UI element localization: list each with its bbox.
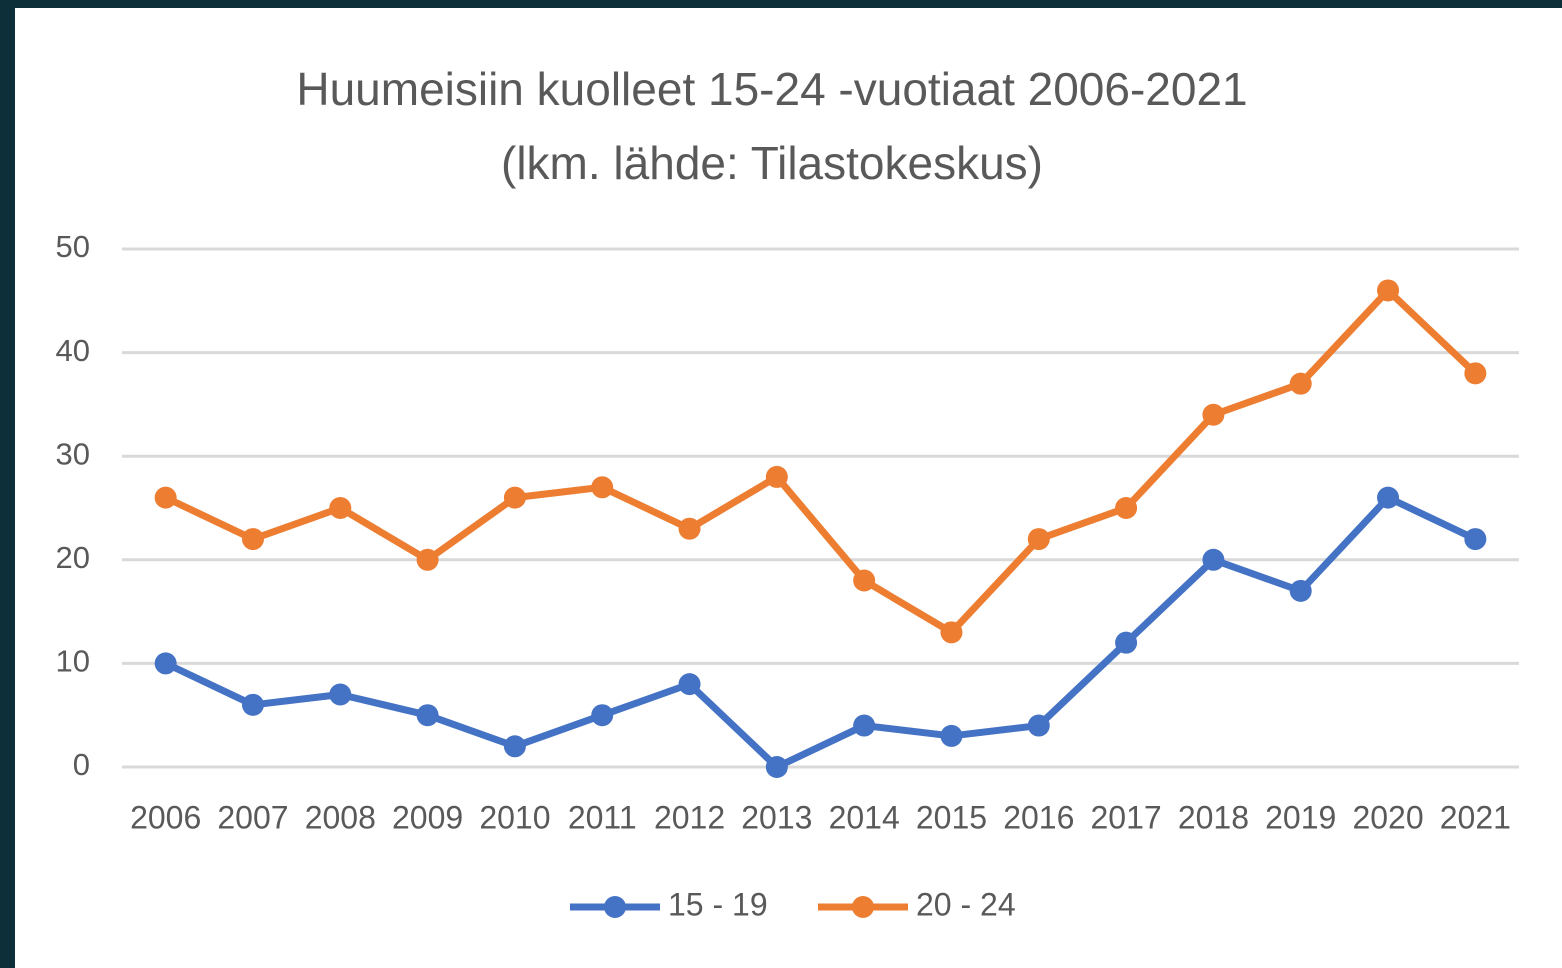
legend-label: 20 - 24 [916,886,1016,922]
x-tick-label: 2011 [568,799,637,835]
data-point [853,714,876,737]
data-point [1202,548,1225,571]
data-point [1289,579,1312,602]
data-point [1115,497,1138,519]
data-point [241,693,264,716]
x-tick-label: 2016 [1003,799,1074,835]
x-tick-label: 2018 [1178,799,1249,835]
x-tick-label: 2012 [654,799,725,835]
data-point [329,497,352,519]
data-point [416,704,439,727]
data-point [154,652,177,675]
data-point [241,528,264,551]
data-point [940,724,963,747]
data-point [1289,372,1312,395]
x-tick-label: 2006 [130,799,201,835]
x-tick-label: 2009 [392,799,463,835]
y-tick-label: 40 [56,333,90,368]
x-tick-label: 2010 [479,799,550,835]
y-tick-label: 0 [73,747,90,782]
data-point [416,548,439,571]
x-tick-label: 2015 [916,799,987,835]
data-point [940,621,963,644]
data-point [1377,279,1400,302]
data-point [678,673,701,696]
data-point [503,735,526,758]
legend-label: 15 - 19 [668,886,768,922]
chart-subtitle: (lkm. lähde: Tilastokeskus) [501,137,1043,189]
series-line [164,494,1477,771]
data-point [765,756,788,778]
data-point [591,704,614,727]
y-tick-label: 10 [56,644,90,679]
data-point [1464,528,1487,551]
x-tick-label: 2008 [305,799,376,835]
series-line [164,286,1478,636]
chart-title: Huumeisiin kuolleet 15-24 -vuotiaat 2006… [296,63,1247,115]
data-point [678,517,701,540]
x-tick-label: 2019 [1265,799,1336,835]
x-tick-label: 2007 [217,799,288,835]
x-tick-label: 2021 [1440,799,1511,835]
legend-marker [604,896,626,918]
x-tick-label: 2013 [741,799,812,835]
data-point [1202,403,1225,426]
x-tick-label: 2017 [1091,799,1162,835]
x-tick-label: 2014 [829,799,900,835]
data-point [765,465,788,488]
data-point [1115,631,1138,654]
y-tick-label: 50 [56,229,90,264]
data-point [591,476,614,499]
legend-marker [852,896,874,918]
data-point [1027,714,1050,737]
y-tick-label: 20 [56,540,90,575]
data-point [1464,362,1487,385]
data-point [1027,528,1050,551]
data-point [853,569,876,592]
data-point [329,683,352,706]
data-point [1377,486,1400,509]
data-point [154,486,177,509]
x-tick-label: 2020 [1352,799,1423,835]
data-point [503,486,526,509]
y-tick-label: 30 [56,436,90,471]
